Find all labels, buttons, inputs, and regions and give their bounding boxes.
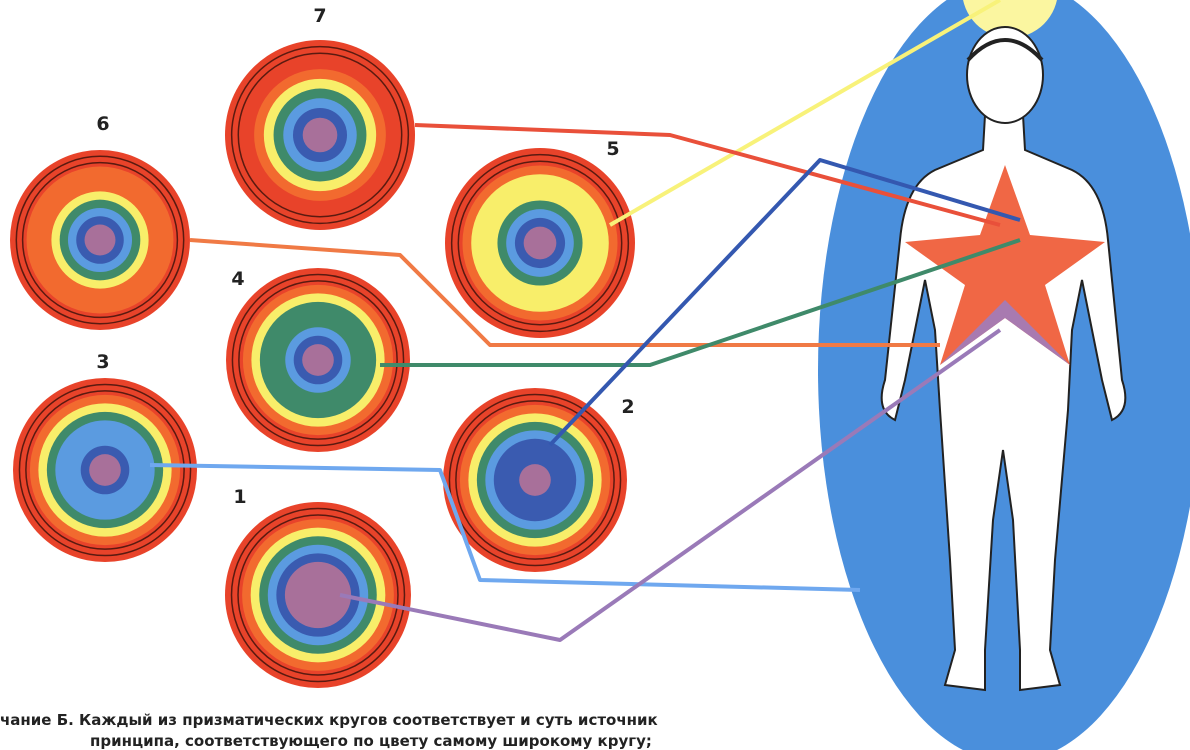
circle-number: 1 xyxy=(233,486,246,508)
prism-circle: 2 xyxy=(443,388,635,572)
circle-number: 5 xyxy=(606,138,619,160)
ring xyxy=(519,464,551,496)
page: 7 6 5 4 3 2 1 чание Б. Каждый из призматически… xyxy=(0,0,1190,750)
prism-circle: 1 xyxy=(225,486,411,688)
prism-circle: 3 xyxy=(13,351,197,562)
caption-line: чание Б. Каждый из призматических кругов… xyxy=(0,711,658,729)
circle-number: 2 xyxy=(621,396,634,418)
prism-circle: 6 xyxy=(10,113,190,330)
prism-circle: 7 xyxy=(225,5,415,230)
circle-number: 7 xyxy=(313,5,326,27)
circle-number: 6 xyxy=(96,113,109,135)
caption-line: принципа, соответствующего по цвету само… xyxy=(90,732,652,750)
ring xyxy=(303,118,338,153)
circle-number: 4 xyxy=(231,268,244,290)
ring xyxy=(302,344,334,376)
ring xyxy=(89,454,121,486)
ring xyxy=(85,225,116,256)
prism-circle: 5 xyxy=(445,138,635,338)
illustration: 7 6 5 4 3 2 1 чание Б. Каждый из призматически… xyxy=(0,0,1190,750)
prism-circle: 4 xyxy=(226,268,410,452)
ring xyxy=(524,227,557,260)
circle-number: 3 xyxy=(96,351,109,373)
